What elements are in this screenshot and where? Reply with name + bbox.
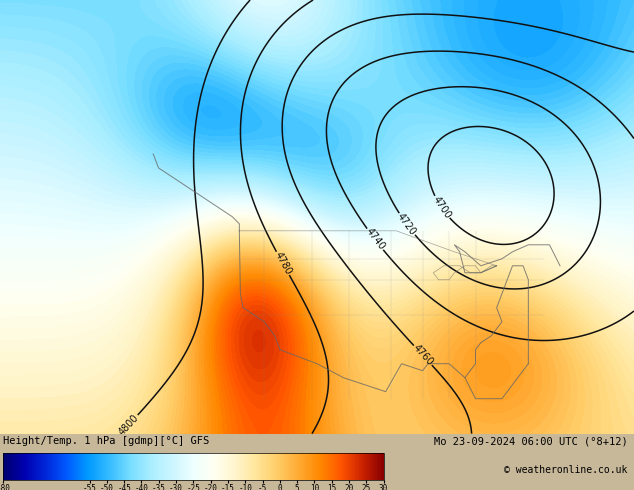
Text: © weatheronline.co.uk: © weatheronline.co.uk bbox=[504, 466, 628, 475]
Text: 4700: 4700 bbox=[430, 195, 453, 220]
Text: 4760: 4760 bbox=[411, 343, 435, 368]
Text: 4800: 4800 bbox=[117, 413, 141, 437]
Text: Height/Temp. 1 hPa [gdmp][°C] GFS: Height/Temp. 1 hPa [gdmp][°C] GFS bbox=[3, 437, 209, 446]
Text: 4720: 4720 bbox=[396, 211, 418, 237]
Text: Mo 23-09-2024 06:00 UTC (°8+12): Mo 23-09-2024 06:00 UTC (°8+12) bbox=[434, 437, 628, 446]
Text: 4780: 4780 bbox=[273, 250, 293, 277]
Text: 4740: 4740 bbox=[363, 226, 387, 252]
